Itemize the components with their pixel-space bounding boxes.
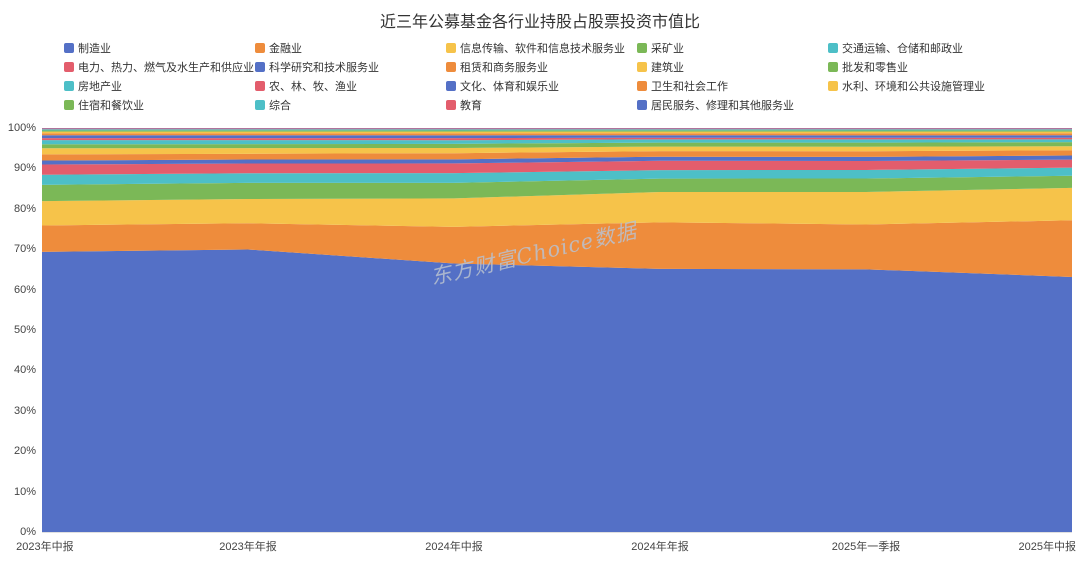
legend-item-14[interactable]: 水利、环境和公共设施管理业 [828,80,1028,93]
y-tick-label: 0% [20,526,36,538]
y-tick-label: 10% [13,485,36,498]
legend-marker-icon [637,100,647,110]
x-tick-label: 2025年一季报 [831,541,901,553]
legend-marker-icon [255,43,265,53]
area-band-14 [42,131,1072,134]
y-tick-label: 20% [13,445,36,458]
legend-item-label: 批发和零售业 [842,62,908,74]
legend-item-12[interactable]: 文化、体育和娱乐业 [446,80,637,93]
y-tick-label: 90% [13,162,36,175]
legend-marker-icon [828,62,838,72]
area-band-7 [42,150,1072,161]
legend-marker-icon [64,62,74,72]
legend-marker-icon [446,62,456,72]
y-tick-label: 40% [13,364,36,377]
legend-item-label: 卫生和社会工作 [651,81,728,93]
legend-item-label: 采矿业 [651,43,684,55]
legend-item-label: 农、林、牧、渔业 [269,81,357,93]
area-band-11 [42,137,1072,141]
y-tick-label: 60% [13,283,36,296]
legend-marker-icon [828,81,838,91]
legend-item-10[interactable]: 房地产业 [64,80,255,93]
chart-title: 近三年公募基金各行业持股占股票投资市值比 [379,14,700,31]
legend-item-18[interactable]: 居民服务、修理和其他服务业 [637,99,828,112]
legend-item-13[interactable]: 卫生和社会工作 [637,80,828,93]
legend-marker-icon [446,81,456,91]
area-band-4 [42,167,1072,185]
legend: 制造业 金融业 信息传输、软件和信息技术服务业 采矿业 交通运输、仓储和邮政业电力、热力… [64,42,1028,112]
legend-item-0[interactable]: 制造业 [64,42,255,55]
legend-marker-icon [446,100,456,110]
area-band-10 [42,139,1072,145]
area-band-9 [42,142,1072,149]
area-band-6 [42,155,1072,165]
area-band-1 [42,220,1072,277]
legend-item-6[interactable]: 科学研究和技术服务业 [255,61,446,74]
legend-item-label: 交通运输、仓储和邮政业 [842,43,963,55]
legend-marker-icon [255,81,265,91]
y-tick-label: 70% [13,243,36,256]
area-band-2 [42,187,1072,227]
legend-marker-icon [64,43,74,53]
x-tick-label: 2024年中报 [425,541,483,553]
legend-item-11[interactable]: 农、林、牧、渔业 [255,80,446,93]
x-tick-label: 2023年中报 [16,541,74,553]
area-band-12 [42,135,1072,139]
legend-marker-icon [64,81,74,91]
stacked-area-svg [42,128,1072,532]
legend-item-16[interactable]: 综合 [255,99,446,112]
legend-item-label: 住宿和餐饮业 [78,100,144,112]
area-band-13 [42,133,1072,136]
legend-item-label: 水利、环境和公共设施管理业 [842,81,985,93]
area-band-5 [42,159,1072,175]
legend-item-label: 文化、体育和娱乐业 [460,81,559,93]
area-band-15 [42,130,1072,132]
legend-marker-icon [828,43,838,53]
y-tick-label: 100% [7,122,36,134]
legend-marker-icon [637,62,647,72]
legend-item-4[interactable]: 交通运输、仓储和邮政业 [828,42,1028,55]
legend-item-label: 教育 [460,100,482,112]
legend-item-2[interactable]: 信息传输、软件和信息技术服务业 [446,42,637,55]
legend-item-label: 建筑业 [651,62,684,74]
legend-marker-icon [255,62,265,72]
y-tick-label: 30% [13,404,36,417]
x-tick-label: 2025年中报 [1018,541,1076,553]
legend-marker-icon [64,100,74,110]
legend-item-label: 综合 [269,100,291,112]
legend-item-7[interactable]: 租赁和商务服务业 [446,61,637,74]
x-tick-label: 2023年年报 [219,541,277,553]
area-band-3 [42,175,1072,202]
legend-item-5[interactable]: 电力、热力、燃气及水生产和供应业 [64,61,255,74]
legend-marker-icon [637,43,647,53]
legend-item-label: 电力、热力、燃气及水生产和供应业 [78,62,254,74]
legend-item-3[interactable]: 采矿业 [637,42,828,55]
area-band-0 [42,249,1072,532]
legend-item-label: 制造业 [78,43,111,55]
area-band-16 [42,129,1072,131]
legend-item-17[interactable]: 教育 [446,99,637,112]
legend-marker-icon [255,100,265,110]
legend-marker-icon [637,81,647,91]
legend-item-label: 租赁和商务服务业 [460,62,548,74]
plot-area [42,128,1072,533]
y-tick-label: 80% [13,202,36,215]
legend-item-15[interactable]: 住宿和餐饮业 [64,99,255,112]
y-tick-label: 50% [13,324,36,336]
legend-marker-icon [446,43,456,53]
legend-item-label: 信息传输、软件和信息技术服务业 [460,43,625,55]
legend-item-8[interactable]: 建筑业 [637,61,828,74]
legend-item-label: 金融业 [269,43,302,55]
legend-item-label: 科学研究和技术服务业 [269,62,379,74]
x-tick-label: 2024年年报 [631,541,689,553]
legend-item-label: 房地产业 [78,81,122,93]
legend-item-9[interactable]: 批发和零售业 [828,61,1028,74]
legend-item-1[interactable]: 金融业 [255,42,446,55]
area-band-8 [42,146,1072,155]
area-band-17 [42,128,1072,130]
legend-item-label: 居民服务、修理和其他服务业 [651,100,794,112]
